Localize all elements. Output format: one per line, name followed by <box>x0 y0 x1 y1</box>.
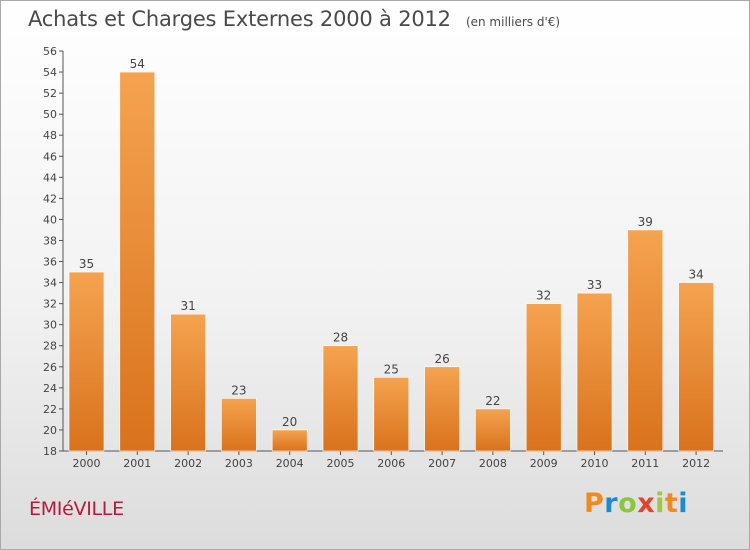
y-tick-label: 50 <box>43 108 57 121</box>
bar <box>170 313 206 452</box>
logo-letter: i <box>655 488 665 519</box>
y-tick-label: 34 <box>43 277 57 290</box>
logo-letter: P <box>584 488 605 519</box>
bar <box>271 429 308 452</box>
logo-letter: t <box>664 488 679 519</box>
x-tick-label: 2006 <box>377 457 405 470</box>
bar <box>424 366 460 452</box>
data-label: 54 <box>130 57 145 71</box>
x-tick-label: 2012 <box>682 457 710 470</box>
data-label: 35 <box>79 257 94 271</box>
chart-subtitle: (en milliers d'€) <box>465 15 561 29</box>
commune-name: ÉMIéVILLE <box>29 498 124 520</box>
data-label: 31 <box>180 299 195 313</box>
y-tick-label: 28 <box>43 340 57 353</box>
data-label: 25 <box>384 362 399 376</box>
y-axis: 18 20 22 24 26 28 30 32 34 36 38 40 42 44 46 48 50 52 54 56 <box>43 45 64 458</box>
logo-letter: x <box>637 488 656 519</box>
y-tick-label: 42 <box>43 192 57 205</box>
y-tick-label: 46 <box>43 150 57 163</box>
logo-letter: r <box>604 488 619 519</box>
data-label: 20 <box>282 415 297 429</box>
y-tick-label: 30 <box>43 319 57 332</box>
y-tick-label: 22 <box>43 403 57 416</box>
y-tick-label: 26 <box>43 361 57 374</box>
x-tick-label: 2008 <box>479 457 507 470</box>
bar <box>221 398 257 452</box>
logo-letter: i <box>678 488 689 519</box>
bar <box>576 292 613 452</box>
bar <box>627 229 664 452</box>
x-tick-label: 2005 <box>327 457 355 470</box>
bar <box>678 282 714 452</box>
title-row: Achats et Charges Externes 2000 à 2012 (… <box>28 7 560 31</box>
data-label: 26 <box>434 352 449 366</box>
bar <box>322 345 359 452</box>
y-tick-label: 48 <box>43 129 57 142</box>
x-tick-label: 2007 <box>428 457 456 470</box>
data-label: 34 <box>688 268 703 282</box>
data-label: 28 <box>333 331 348 345</box>
data-label: 32 <box>536 289 551 303</box>
y-tick-label: 54 <box>43 66 57 79</box>
bar <box>373 377 410 452</box>
bar <box>525 303 562 452</box>
y-tick-label: 32 <box>43 298 57 311</box>
proxiti-logo[interactable]: Proxiti <box>584 488 688 519</box>
x-tick-label: 2001 <box>123 457 151 470</box>
data-labels: 35 54 31 23 20 28 25 26 22 32 33 39 34 <box>79 57 704 429</box>
data-label: 33 <box>587 278 602 292</box>
bar <box>119 71 156 452</box>
x-tick-label: 2011 <box>631 457 659 470</box>
y-tick-label: 24 <box>43 382 57 395</box>
y-tick-label: 52 <box>43 87 57 100</box>
x-tick-label: 2010 <box>581 457 609 470</box>
data-label: 22 <box>485 394 500 408</box>
x-tick-label: 2002 <box>174 457 202 470</box>
logo-letter: o <box>618 488 638 519</box>
y-tick-label: 18 <box>43 445 57 458</box>
y-tick-label: 20 <box>43 424 57 437</box>
bar <box>475 408 511 452</box>
x-tick-label: 2003 <box>225 457 253 470</box>
y-tick-label: 44 <box>43 171 57 184</box>
x-tick-label: 2004 <box>276 457 304 470</box>
x-tick-label: 2000 <box>73 457 101 470</box>
y-tick-label: 40 <box>43 213 57 226</box>
bar <box>68 271 105 452</box>
data-label: 23 <box>231 383 246 397</box>
y-tick-label: 56 <box>43 45 57 58</box>
x-axis: 2000 2001 2002 2003 2004 2005 2006 2007 2008 2009… <box>63 450 723 470</box>
x-tick-label: 2009 <box>530 457 558 470</box>
data-label: 39 <box>638 215 653 229</box>
chart-title: Achats et Charges Externes 2000 à 2012 <box>28 7 451 31</box>
bars <box>68 71 714 452</box>
y-tick-label: 36 <box>43 256 57 269</box>
y-tick-label: 38 <box>43 234 57 247</box>
